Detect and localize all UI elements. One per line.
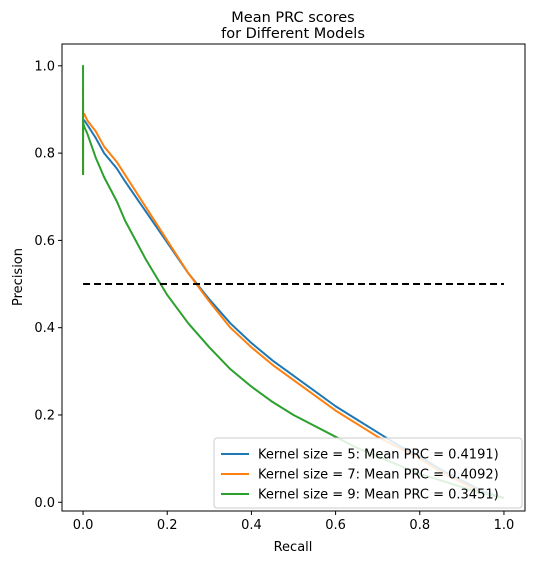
x-axis: 0.0 0.2 0.4 0.6 0.8 1.0: [73, 511, 515, 533]
legend-box: [213, 437, 523, 509]
series-layer: [82, 64, 505, 499]
y-tick-label: 0.6: [34, 234, 55, 249]
x-tick-label: 0.2: [157, 518, 178, 533]
y-axis: 0.0 0.2 0.4 0.6 0.8 1.0: [34, 59, 62, 511]
series-line-3: [82, 64, 505, 499]
plot-frame: [61, 43, 526, 512]
x-tick-label: 0.4: [241, 518, 262, 533]
x-tick-label: 0.6: [325, 518, 346, 533]
legend-label-2: Kernel size = 7: Mean PRC = 0.4092): [258, 468, 499, 483]
chart-title-line1: Mean PRC scores: [231, 10, 354, 26]
x-tick-label: 1.0: [494, 518, 515, 533]
chart-title-line2: for Different Models: [221, 26, 365, 42]
y-axis-label: Precision: [11, 248, 26, 306]
y-tick-label: 0.2: [34, 408, 55, 423]
y-tick-label: 1.0: [34, 59, 55, 74]
x-tick-label: 0.0: [73, 518, 94, 533]
y-tick-label: 0.4: [34, 321, 55, 336]
series-line-2: [82, 86, 505, 499]
x-axis-label: Recall: [274, 540, 313, 555]
y-tick-label: 0.0: [34, 496, 55, 511]
y-tick-label: 0.8: [34, 147, 55, 162]
legend: Kernel size = 5: Mean PRC = 0.4191) Kerne…: [213, 437, 523, 509]
legend-label-1: Kernel size = 5: Mean PRC = 0.4191): [258, 448, 499, 463]
legend-label-3: Kernel size = 9: Mean PRC = 0.3451): [258, 488, 499, 503]
x-tick-label: 0.8: [409, 518, 430, 533]
